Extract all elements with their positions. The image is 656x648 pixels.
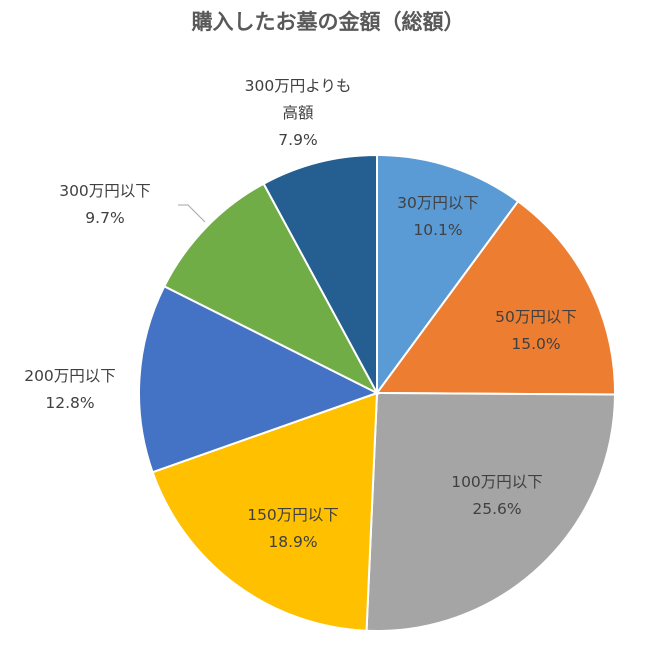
slice-value-label: 7.9%: [278, 131, 317, 149]
chart-title: 購入したお墓の金額（総額）: [191, 10, 465, 34]
slice-label: 300万円よりも: [245, 77, 352, 95]
slice-label: 200万円以下: [24, 367, 116, 385]
slice-label: 150万円以下: [247, 506, 339, 524]
slice-label: 高額: [282, 104, 313, 122]
slice-value-label: 12.8%: [45, 394, 94, 412]
pie-slice: [138, 284, 380, 474]
slice-label: 30万円以下: [397, 194, 479, 212]
slice-label: 100万円以下: [451, 473, 543, 491]
pie-slice: [375, 199, 616, 396]
pie-slice: [376, 153, 520, 397]
slice-value-label: 10.1%: [413, 221, 462, 239]
leader-line: [178, 204, 206, 223]
slice-value-label: 9.7%: [85, 209, 124, 227]
slice-value-label: 18.9%: [268, 533, 317, 551]
pie-slice: [365, 391, 617, 632]
slice-label: 300万円以下: [59, 182, 151, 200]
pie-slice: [262, 153, 378, 394]
pie-slice: [162, 182, 380, 396]
slice-value-label: 25.6%: [472, 500, 521, 518]
slice-label: 50万円以下: [495, 308, 577, 326]
slice-value-label: 15.0%: [511, 335, 560, 353]
